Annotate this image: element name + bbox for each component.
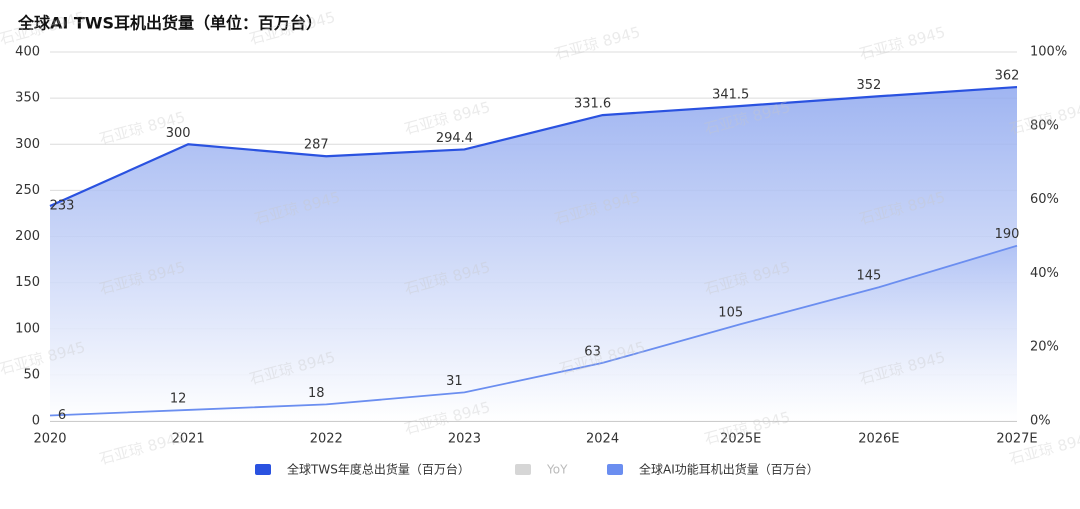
x-tick-label: 2021: [172, 432, 205, 447]
x-tick-label: 2024: [586, 432, 619, 447]
data-label: 331.6: [574, 97, 611, 112]
data-label: 294.4: [436, 131, 473, 146]
data-label: 341.5: [712, 87, 749, 102]
line: [49, 244, 1018, 417]
area: [50, 245, 1017, 421]
y2-tick-label: 40%: [1030, 266, 1059, 281]
data-label: 300: [166, 126, 191, 141]
y-tick-label: 300: [15, 137, 40, 152]
data-label: 105: [718, 306, 743, 321]
data-label: 287: [304, 138, 329, 153]
data-label: 18: [308, 386, 325, 401]
data-label: 190: [995, 227, 1020, 242]
y-tick-label: 0: [32, 414, 40, 429]
x-tick-label: 2020: [33, 432, 66, 447]
chart-title: 全球AI TWS耳机出货量（单位：百万台）: [17, 14, 322, 33]
y-tick-label: 100: [15, 321, 40, 336]
x-tick-label: 2026E: [858, 432, 899, 447]
watermark: 石亚琼 8945: [858, 23, 948, 63]
legend-label: YoY: [546, 463, 568, 477]
watermark: 石亚琼 8945: [98, 108, 188, 148]
y2-tick-label: 60%: [1030, 192, 1059, 207]
x-tick-label: 2022: [310, 432, 343, 447]
y-tick-label: 150: [15, 275, 40, 290]
y2-tick-label: 20%: [1030, 340, 1059, 355]
x-tick-label: 2027E: [996, 432, 1037, 447]
y-tick-label: 250: [15, 183, 40, 198]
data-label: 233: [50, 199, 75, 214]
legend-label: 全球TWS年度总出货量（百万台）: [287, 462, 470, 477]
y2-tick-label: 80%: [1030, 118, 1059, 133]
watermark: 石亚琼 8945: [553, 23, 643, 63]
data-label: 63: [584, 344, 601, 359]
data-label: 6: [58, 408, 66, 423]
data-label: 145: [856, 269, 881, 284]
y2-tick-label: 100%: [1030, 45, 1067, 60]
y2-tick-label: 0%: [1030, 414, 1051, 429]
y-tick-label: 200: [15, 229, 40, 244]
y-tick-label: 50: [23, 367, 40, 382]
legend-swatch: [607, 464, 623, 475]
x-tick-label: 2025E: [720, 432, 761, 447]
legend-label: 全球AI功能耳机出货量（百万台）: [639, 462, 819, 477]
legend-swatch: [515, 464, 531, 475]
line: [49, 85, 1018, 208]
legend-swatch: [255, 464, 271, 475]
y-tick-label: 400: [15, 45, 40, 60]
data-label: 12: [170, 391, 187, 406]
x-tick-label: 2023: [448, 432, 481, 447]
watermark: 石亚琼 8945: [98, 428, 188, 468]
data-label: 362: [995, 69, 1020, 84]
data-label: 352: [856, 78, 881, 93]
data-label: 31: [446, 374, 463, 389]
y-tick-label: 350: [15, 91, 40, 106]
